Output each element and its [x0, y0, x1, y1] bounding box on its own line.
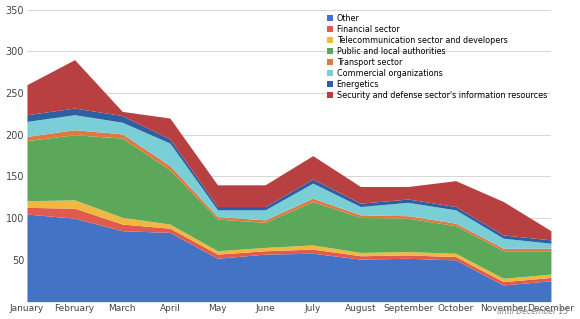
Legend: Other, Financial sector, Telecommunication sector and developers, Public and loc: Other, Financial sector, Telecommunicati… [327, 14, 547, 100]
Text: until December 15: until December 15 [497, 307, 568, 316]
